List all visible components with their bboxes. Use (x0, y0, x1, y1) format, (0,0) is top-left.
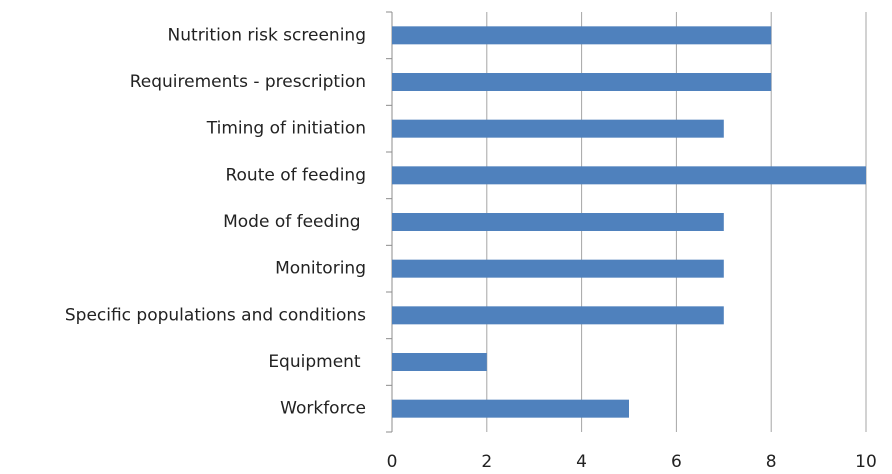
y-tick-label: Equipment (268, 352, 366, 372)
x-tick-label: 4 (576, 452, 587, 472)
x-tick-label: 2 (481, 452, 492, 472)
bar (392, 73, 772, 91)
bar (392, 399, 629, 418)
bar (392, 26, 772, 45)
y-tick-label: Requirements - prescription (130, 72, 366, 92)
y-tick-label: Route of feeding (225, 165, 366, 185)
y-tick-label: Timing of initiation (206, 119, 366, 139)
y-tick-label: Specific populations and conditions (65, 305, 366, 325)
y-tick-label: Nutrition risk screening (168, 25, 366, 45)
x-tick-label: 8 (766, 452, 777, 472)
bar (392, 353, 487, 371)
x-tick-label: 0 (387, 452, 398, 472)
bar (392, 166, 866, 185)
y-tick-label: Mode of feeding (223, 212, 366, 232)
bar (392, 213, 724, 231)
bar (392, 119, 724, 138)
x-tick-label: 6 (671, 452, 682, 472)
y-tick-label: Workforce (280, 399, 366, 419)
bar (392, 259, 724, 278)
y-tick-label: Monitoring (275, 259, 366, 279)
bar (392, 306, 724, 325)
x-tick-label: 10 (855, 452, 877, 472)
